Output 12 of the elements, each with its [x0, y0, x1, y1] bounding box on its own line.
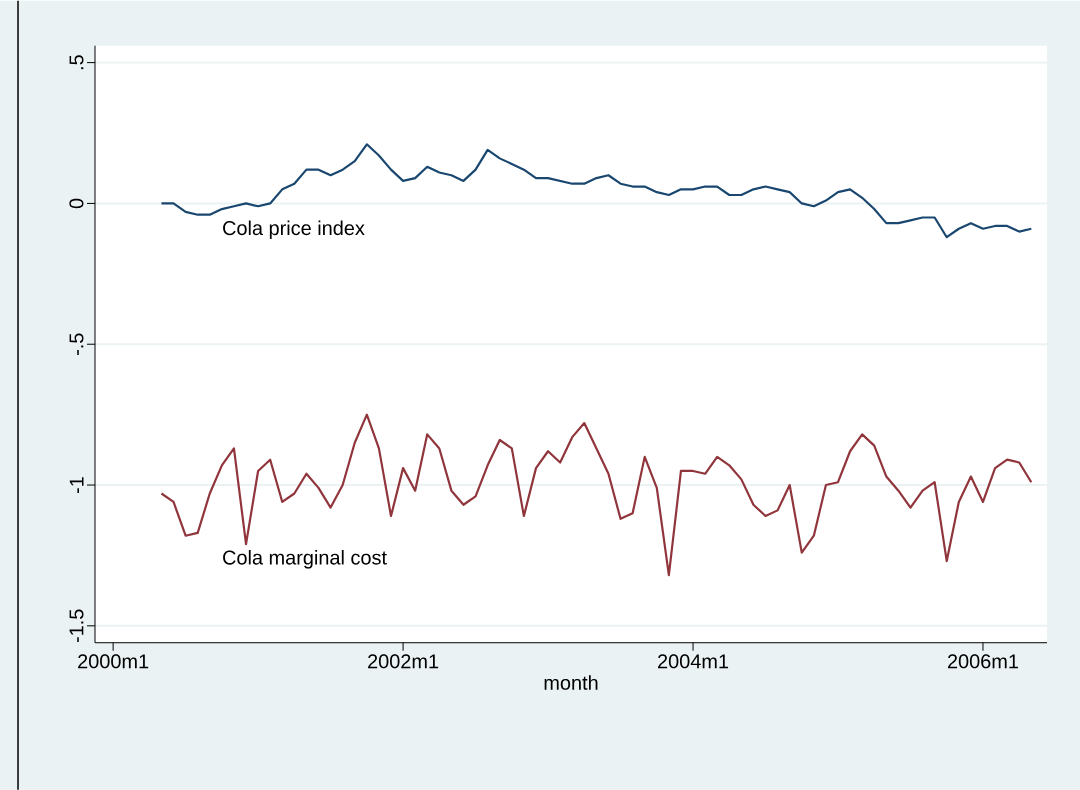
x-tick-label: 2006m1: [947, 654, 1018, 669]
series-label: Cola marginal cost: [223, 549, 387, 569]
x-tick-label: 2000m1: [78, 654, 149, 669]
y-tick-label: .5: [69, 54, 84, 69]
x-axis-title: month: [544, 674, 598, 690]
series-label: Cola price index: [223, 220, 365, 239]
y-tick-label: 0: [69, 198, 84, 208]
y-tick-label: -.5: [69, 333, 84, 355]
y-tick-label: -1: [69, 476, 84, 493]
x-tick-label: 2004m1: [658, 654, 729, 669]
y-tick-label: -1.5: [69, 609, 84, 642]
x-tick-label: 2002m1: [368, 654, 439, 669]
